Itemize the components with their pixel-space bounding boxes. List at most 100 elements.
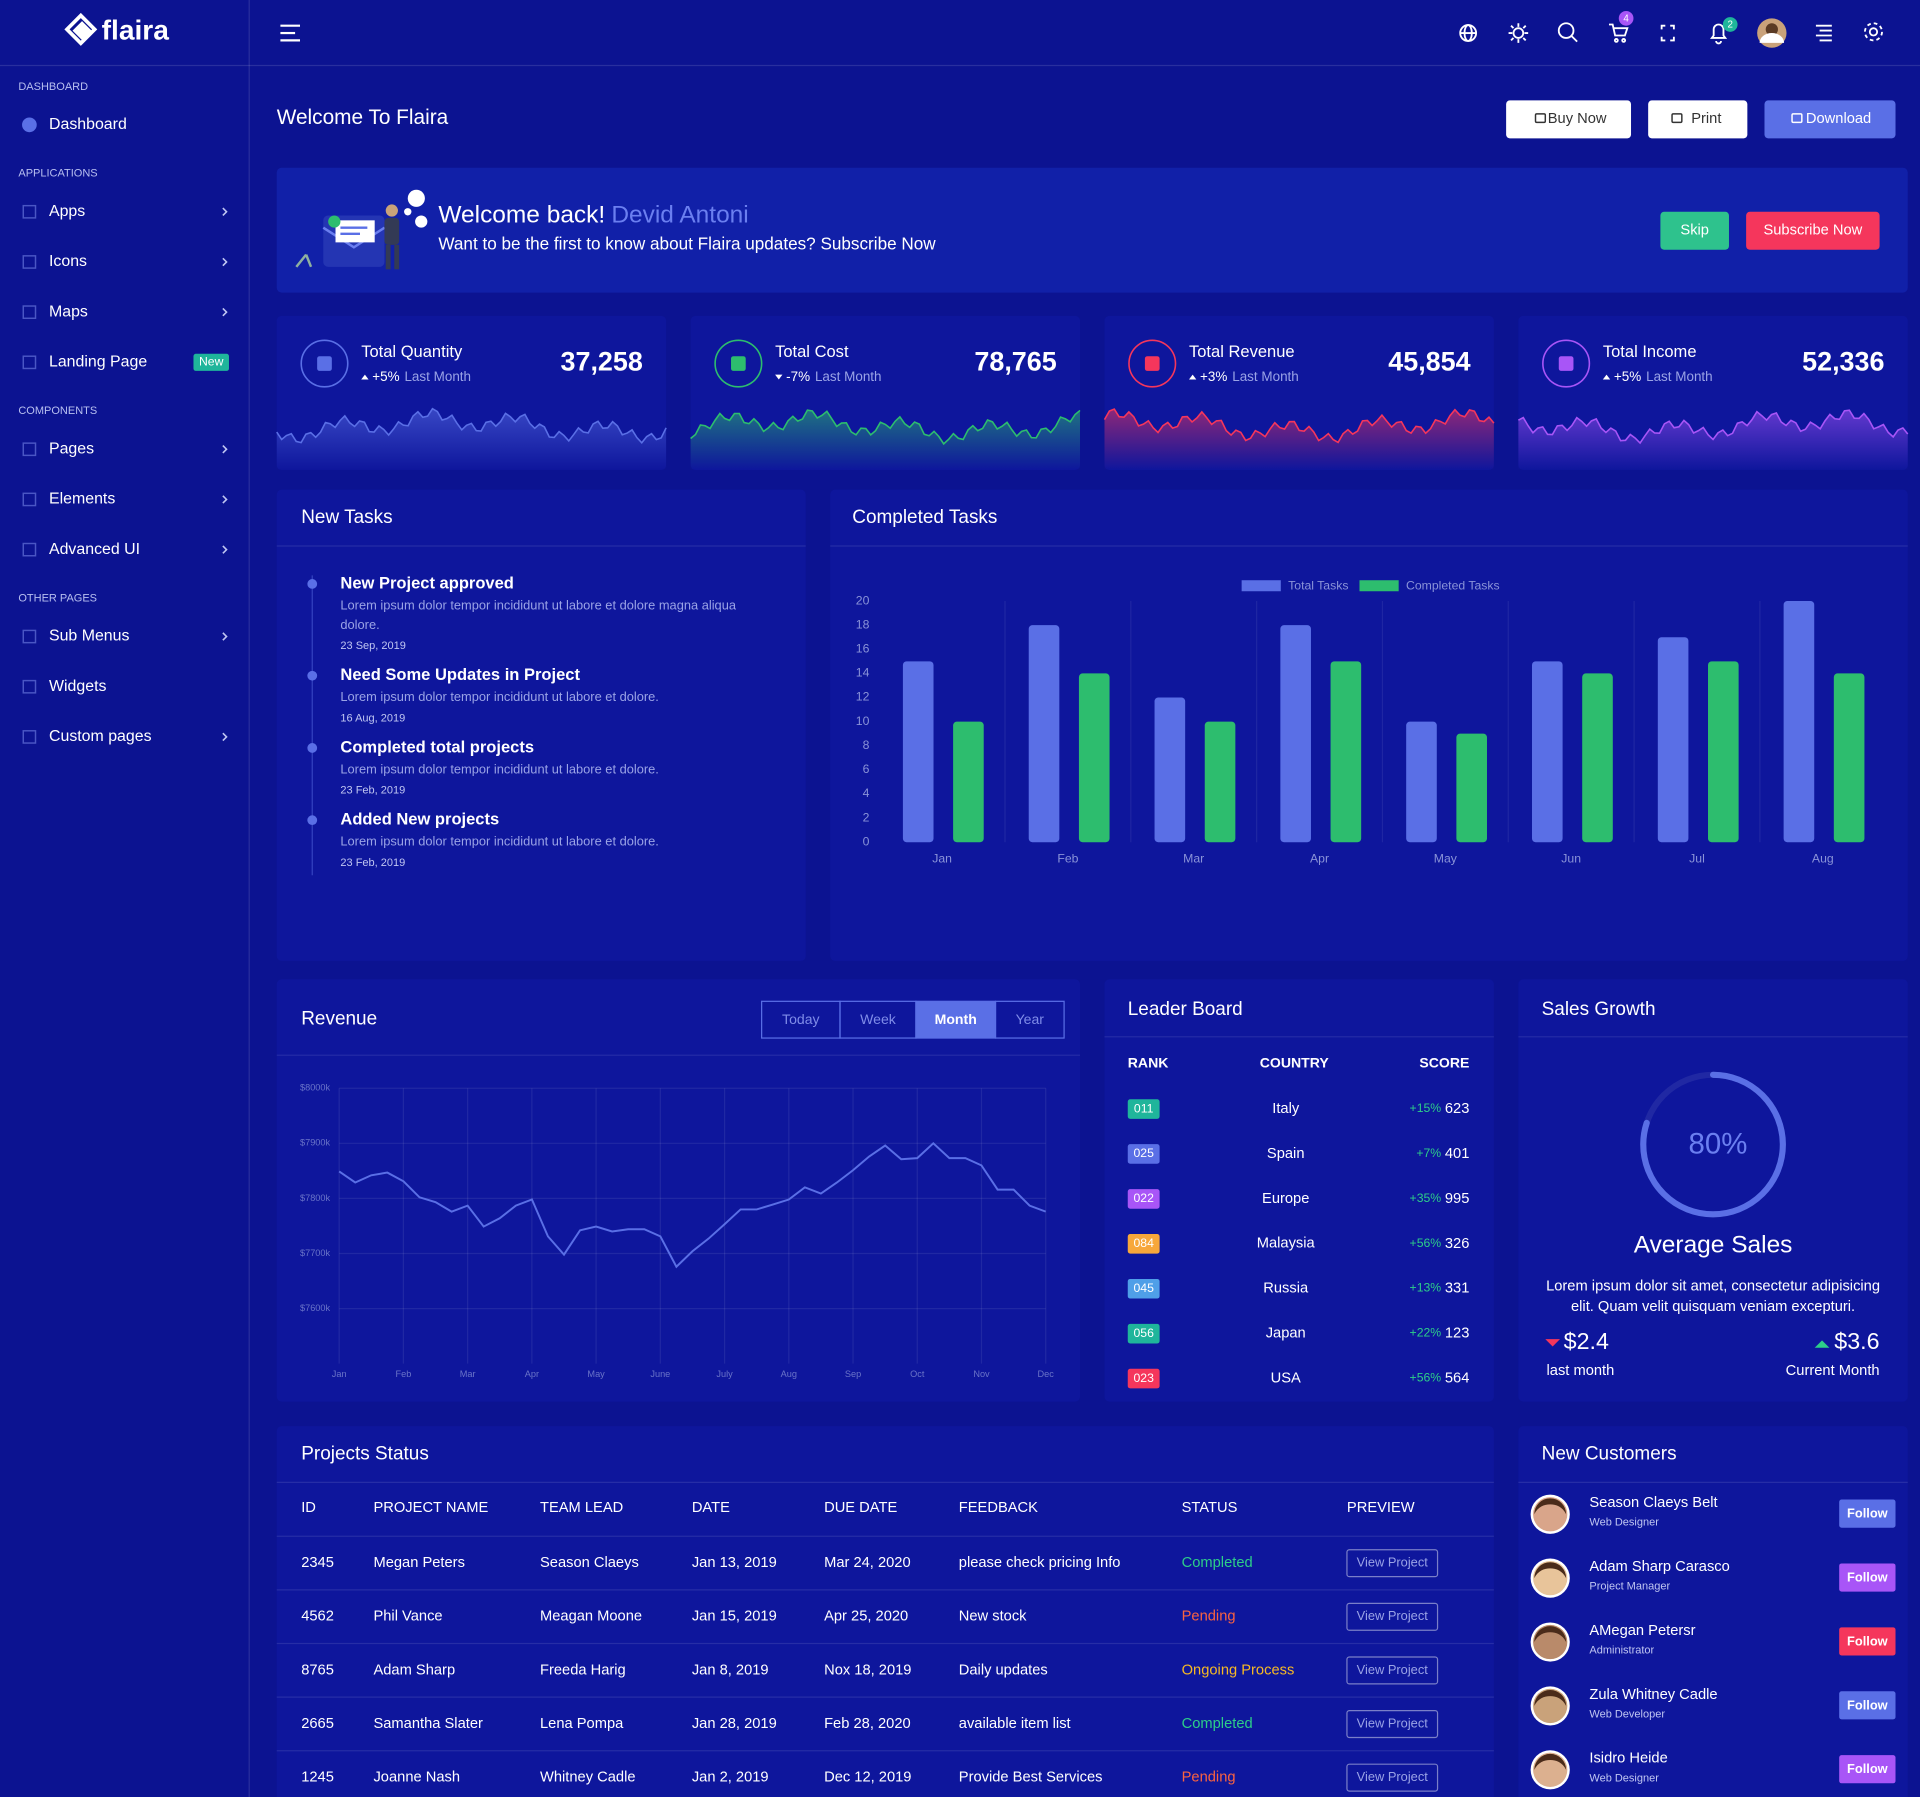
view-project-button[interactable]: View Project — [1346, 1709, 1439, 1739]
sidebar-item[interactable]: Pages — [22, 440, 228, 457]
bar — [1330, 661, 1362, 843]
y-tick-label: 18 — [856, 617, 870, 631]
x-tick-label: Aug — [781, 1369, 797, 1379]
x-tick-label: May — [587, 1369, 605, 1379]
button-label: View Project — [1357, 1662, 1429, 1677]
banner-button[interactable]: Skip — [1660, 211, 1729, 250]
cell: Adam Sharp — [373, 1662, 455, 1678]
sidebar-label: Maps — [49, 303, 88, 320]
sidebar-item[interactable]: Elements — [22, 491, 228, 508]
sidebar-item[interactable]: Widgets — [22, 678, 106, 695]
language-icon[interactable] — [1459, 24, 1478, 42]
avatar-hair — [1534, 1753, 1567, 1770]
score-cell: +56% 564 — [1410, 1370, 1470, 1386]
sidebar-section-title: COMPONENTS — [18, 405, 97, 417]
sidebar-item[interactable]: Dashboard — [22, 116, 127, 133]
view-project-button[interactable]: View Project — [1346, 1602, 1439, 1631]
sparkline-area — [690, 410, 1080, 471]
button-label: Follow — [1847, 1506, 1889, 1521]
sparkline — [690, 409, 1081, 446]
score: 123 — [1445, 1326, 1470, 1342]
x-tick-label: Feb — [396, 1369, 412, 1379]
task-date: 23 Sep, 2019 — [340, 640, 405, 652]
stat-icon-glyph — [731, 356, 746, 371]
rank: 011 — [1134, 1101, 1154, 1115]
menu-toggle[interactable] — [280, 24, 300, 42]
follow-button[interactable]: Follow — [1839, 1627, 1896, 1656]
timeline-dot — [307, 743, 318, 753]
user-avatar[interactable] — [1757, 18, 1787, 48]
sidebar — [0, 0, 249, 1797]
action-button[interactable]: Print — [1648, 100, 1748, 139]
stat-value: 78,765 — [974, 347, 1056, 377]
y-tick-label: 20 — [856, 593, 870, 607]
x-tick-label: June — [650, 1369, 670, 1379]
button-outline — [1346, 1763, 1439, 1792]
card-title: Completed Tasks — [852, 507, 997, 528]
action-button[interactable]: Buy Now — [1506, 100, 1632, 139]
sidebar-label: Apps — [49, 203, 85, 220]
button-label: Skip — [1680, 223, 1709, 239]
view-project-button[interactable]: View Project — [1346, 1763, 1439, 1792]
status: Completed — [1182, 1555, 1253, 1571]
button-label: Buy Now — [1548, 111, 1607, 127]
search-icon[interactable] — [1557, 22, 1578, 43]
sidebar-item[interactable]: Landing Page New — [22, 354, 229, 371]
follow-button[interactable]: Follow — [1839, 1755, 1896, 1784]
button-bg — [1839, 1627, 1896, 1656]
x-tick-label: Feb — [1057, 852, 1078, 866]
rank-badge — [1127, 1368, 1160, 1389]
follow-button[interactable]: Follow — [1839, 1563, 1896, 1592]
bar — [1531, 661, 1563, 843]
action-button[interactable]: Download — [1764, 100, 1896, 139]
button-bg — [1506, 100, 1632, 139]
sidebar-item[interactable]: Maps — [22, 303, 228, 320]
sidebar-item[interactable]: Apps — [22, 203, 228, 220]
notification-icon[interactable] — [1710, 23, 1728, 45]
x-tick-label: Jan — [332, 1369, 347, 1379]
tab-label: Month — [935, 1011, 977, 1027]
stat-change: +5% Last Month — [372, 369, 471, 384]
sidebar-item[interactable]: Advanced UI — [22, 541, 228, 558]
stat-change: -7% Last Month — [786, 369, 881, 384]
last-label: last month — [1547, 1363, 1615, 1379]
button-outline — [1346, 1709, 1439, 1739]
score-cell: +13% 331 — [1410, 1281, 1470, 1297]
sidebar-item[interactable]: Icons — [22, 253, 228, 270]
tab-label: Week — [860, 1011, 897, 1027]
badge-count: 4 — [1623, 14, 1629, 25]
theme-icon[interactable] — [1508, 23, 1529, 43]
banner-button[interactable]: Subscribe Now — [1746, 211, 1880, 250]
card — [276, 979, 1080, 1402]
tab[interactable]: Year — [994, 1000, 1065, 1039]
stat-value: 52,336 — [1802, 347, 1884, 377]
avatar-hair — [1534, 1690, 1567, 1706]
sidebar-item[interactable]: Sub Menus — [22, 628, 228, 645]
view-project-button[interactable]: View Project — [1346, 1549, 1439, 1578]
task-text: Lorem ipsum dolor tempor incididunt ut l… — [340, 689, 658, 704]
card-title: Leader Board — [1128, 999, 1243, 1020]
change: +3% — [1200, 369, 1227, 384]
cell: Jan 15, 2019 — [692, 1609, 777, 1625]
sidebar-item[interactable]: Custom pages — [22, 728, 228, 745]
avatar-hair — [1534, 1498, 1567, 1515]
button-label: View Project — [1357, 1715, 1429, 1730]
follow-button[interactable]: Follow — [1839, 1499, 1896, 1528]
right-menu-icon[interactable] — [1815, 24, 1832, 42]
trend-arrow — [361, 374, 369, 380]
change: +22% — [1410, 1326, 1442, 1340]
button-bg — [1839, 1563, 1896, 1592]
stat-icon — [1542, 339, 1591, 388]
chevron — [222, 545, 228, 554]
cart-icon[interactable] — [1608, 23, 1629, 43]
view-project-button[interactable]: View Project — [1346, 1656, 1439, 1685]
card — [276, 1426, 1494, 1797]
customer-name: AMegan Petersr — [1589, 1623, 1695, 1639]
tab[interactable]: Month — [915, 1000, 997, 1039]
y-tick-label: $7700k — [300, 1248, 331, 1258]
follow-button[interactable]: Follow — [1839, 1691, 1896, 1720]
score: 623 — [1445, 1101, 1470, 1117]
fullscreen-icon[interactable] — [1660, 24, 1675, 42]
settings-icon[interactable] — [1863, 22, 1883, 42]
gauge-text: elit. Quam velit quisquam veniam exceptu… — [1571, 1299, 1855, 1315]
